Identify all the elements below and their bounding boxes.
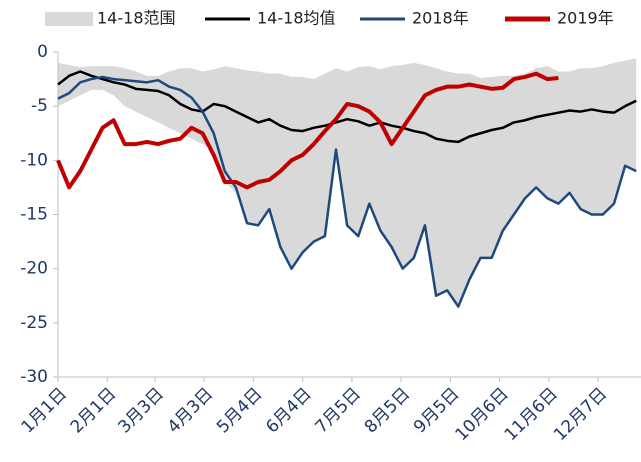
y-tick-label: 0 — [37, 42, 48, 62]
range-area — [58, 58, 637, 307]
series-line — [57, 75, 637, 308]
y-tick-label: -5 — [31, 96, 48, 116]
legend-label: 2018年 — [412, 9, 469, 28]
x-tick-label: 3月3日 — [114, 384, 167, 437]
x-tick-label: 5月4日 — [213, 384, 266, 437]
x-tick-label: 11月6日 — [501, 384, 562, 445]
legend-label: 2019年 — [557, 9, 614, 28]
x-tick-label: 1月1日 — [18, 384, 71, 437]
y-tick-label: -25 — [20, 313, 48, 333]
series-line — [57, 70, 637, 144]
legend-label: 14-18范围 — [97, 9, 176, 28]
x-tick-label: 7月5日 — [311, 384, 364, 437]
x-tick-label: 2月1日 — [67, 384, 120, 437]
y-tick-label: -30 — [20, 367, 48, 387]
y-tick-label: -10 — [20, 150, 48, 170]
x-tick-label: 8月5日 — [361, 384, 414, 437]
x-tick-label: 6月4日 — [262, 384, 315, 437]
x-tick-label: 4月3日 — [164, 384, 217, 437]
y-tick-label: -15 — [20, 205, 48, 225]
legend-swatch — [45, 12, 93, 26]
x-tick-label: 10月6日 — [452, 384, 513, 445]
x-tick-label: 12月7日 — [550, 384, 611, 445]
legend-label: 14-18均值 — [257, 9, 336, 28]
series-line — [56, 71, 559, 190]
y-tick-label: -20 — [20, 259, 48, 279]
